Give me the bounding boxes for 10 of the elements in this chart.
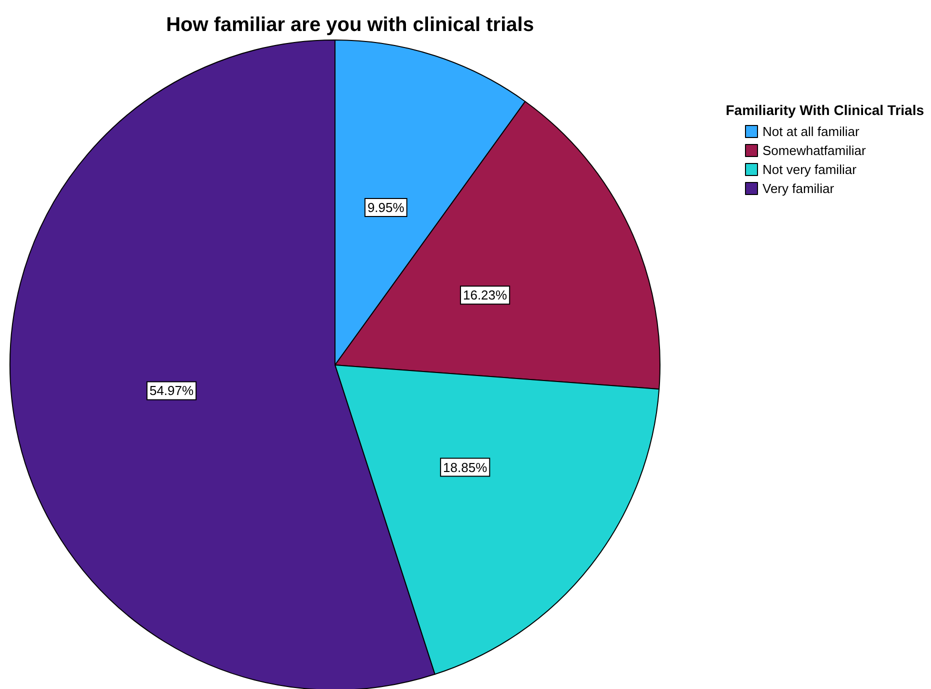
data-label: 9.95% [367, 200, 405, 216]
chart-title: How familiar are you with clinical trials [166, 14, 534, 36]
data-label: 54.97% [149, 383, 194, 398]
legend-label: Not at all familiar [762, 124, 860, 139]
legend-title: Familiarity With Clinical Trials [726, 102, 924, 118]
legend-label: Not very familiar [762, 162, 858, 177]
data-label: 16.23% [462, 288, 508, 303]
data-label: 18.85% [443, 460, 488, 475]
legend-label: Somewhatfamiliar [762, 143, 866, 158]
legend-label: Very familiar [762, 181, 835, 196]
